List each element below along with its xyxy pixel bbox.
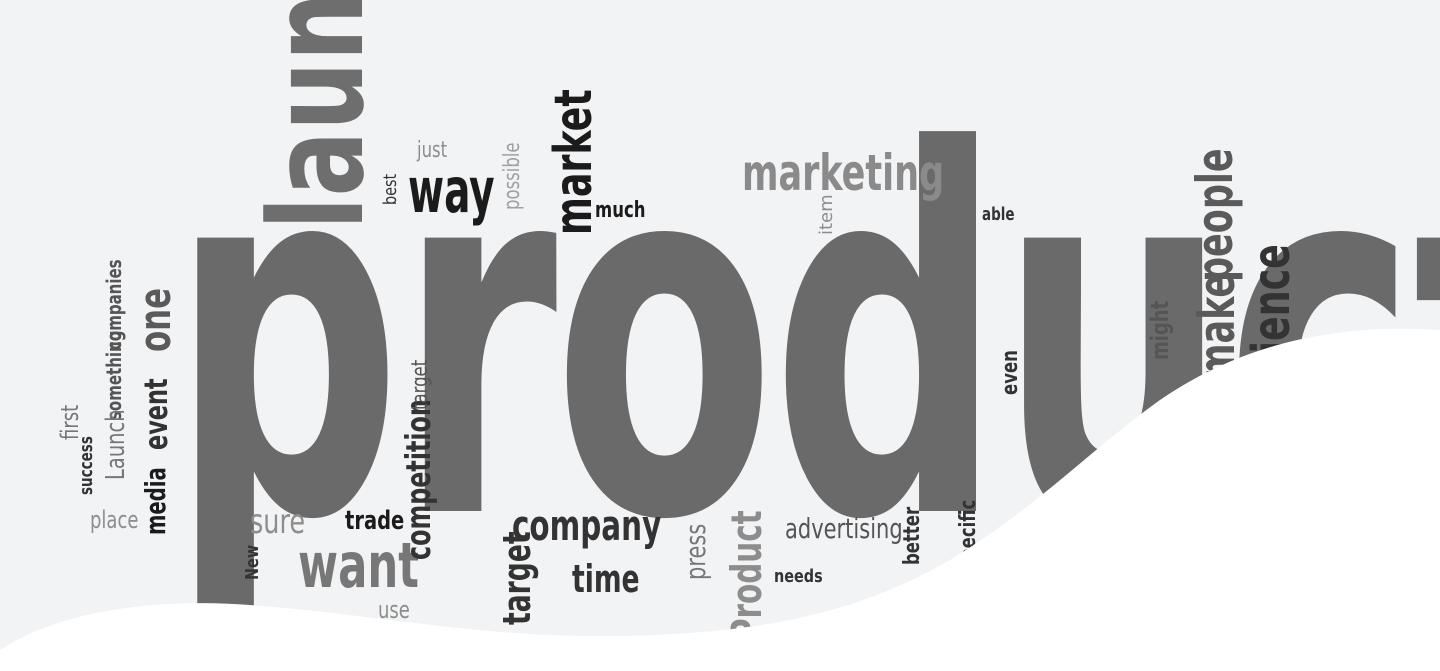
word-way: way [408,154,495,227]
word-sure: sure [250,502,306,542]
word-advertising: advertising [785,512,903,545]
word-trade: trade [345,506,405,536]
word-use: use [378,596,410,624]
word-want: want [298,529,420,602]
word-needs: needs [774,566,823,587]
word-much: much [595,198,646,223]
word-able: able [982,204,1015,225]
word-just: just [417,138,448,163]
word-company: company [512,501,662,550]
word-place: place [90,506,139,534]
wave-shape [0,328,1440,671]
word-time: time [572,557,640,601]
word-marketing: marketing [742,144,945,202]
